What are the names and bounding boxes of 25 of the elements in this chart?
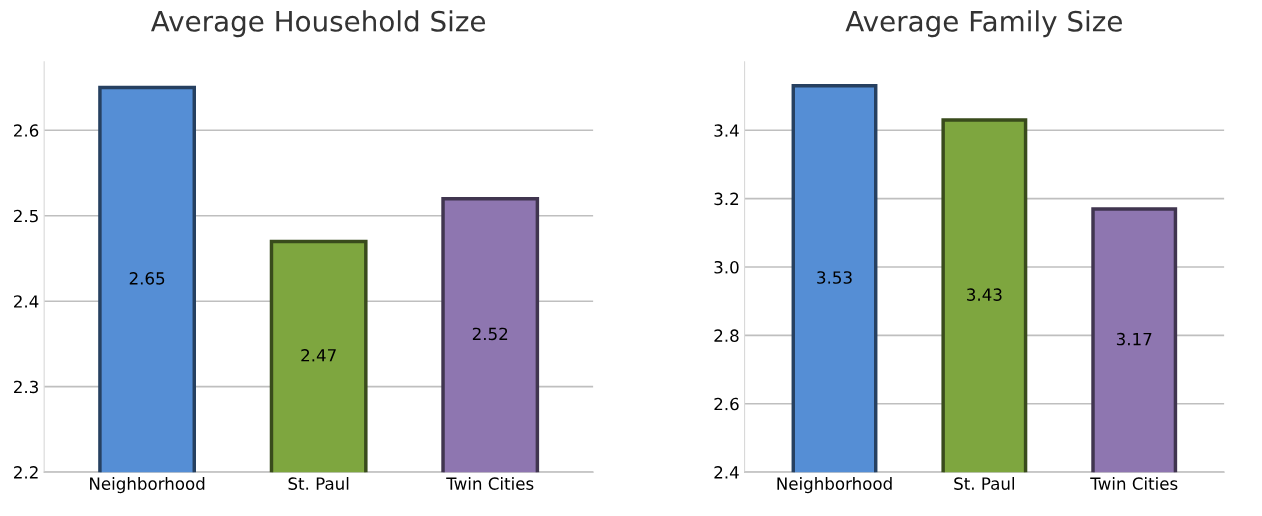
y-tick-label: 2.5 bbox=[14, 209, 38, 223]
y-tick-label: 2.2 bbox=[14, 466, 38, 479]
y-tick-label: 2.8 bbox=[714, 329, 739, 342]
y-tick-label: 2.4 bbox=[714, 466, 739, 479]
data-label: 2.47 bbox=[301, 348, 336, 362]
chart-title: Average Family Size bbox=[845, 10, 1122, 38]
data-label: 3.43 bbox=[967, 288, 1002, 301]
data-label: 3.53 bbox=[817, 271, 852, 284]
data-label: 3.17 bbox=[1116, 332, 1152, 346]
x-tick-label: Neighborhood bbox=[90, 477, 205, 494]
y-tick-label: 2.6 bbox=[714, 397, 739, 411]
y-tick-label: 3.0 bbox=[714, 260, 739, 274]
y-tick-label: 2.3 bbox=[14, 380, 38, 394]
chart-title: Average Household Size bbox=[150, 10, 486, 38]
x-tick-label: Twin Cities bbox=[446, 477, 534, 490]
y-tick-label: 3.2 bbox=[714, 192, 739, 206]
y-tick-label: 2.6 bbox=[14, 124, 39, 137]
x-tick-label: St. Paul bbox=[954, 477, 1015, 490]
data-label: 2.65 bbox=[129, 272, 165, 285]
data-label: 2.52 bbox=[472, 327, 508, 341]
x-tick-label: St. Paul bbox=[288, 477, 349, 490]
x-tick-label: Twin Cities bbox=[1090, 477, 1178, 490]
y-tick-label: 2.4 bbox=[14, 295, 39, 308]
x-tick-label: Neighborhood bbox=[777, 477, 892, 494]
y-tick-label: 3.4 bbox=[714, 124, 739, 137]
